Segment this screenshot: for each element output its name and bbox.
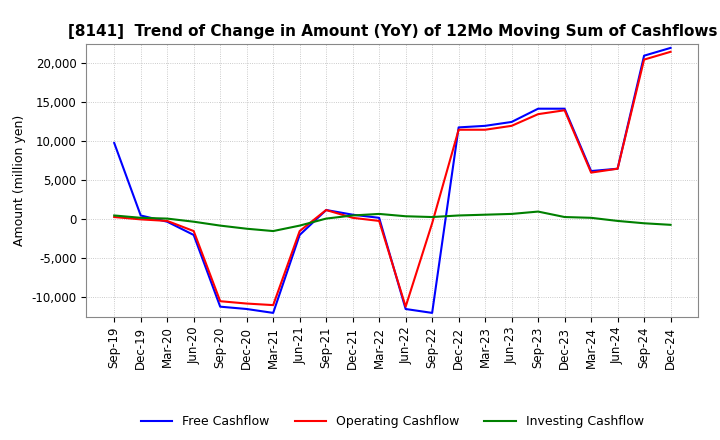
Free Cashflow <box>534 106 542 111</box>
Free Cashflow <box>136 213 145 218</box>
Operating Cashflow <box>348 215 357 220</box>
Investing Cashflow <box>348 213 357 218</box>
Investing Cashflow <box>375 211 384 216</box>
Investing Cashflow <box>295 223 304 228</box>
Free Cashflow <box>110 140 119 146</box>
Investing Cashflow <box>110 213 119 218</box>
Free Cashflow <box>401 306 410 312</box>
Free Cashflow <box>375 215 384 220</box>
Free Cashflow <box>243 306 251 312</box>
Investing Cashflow <box>666 222 675 227</box>
Investing Cashflow <box>481 212 490 217</box>
Investing Cashflow <box>243 226 251 231</box>
Operating Cashflow <box>163 218 171 224</box>
Line: Free Cashflow: Free Cashflow <box>114 48 670 313</box>
Investing Cashflow <box>428 214 436 220</box>
Investing Cashflow <box>508 211 516 216</box>
Operating Cashflow <box>322 207 330 213</box>
Free Cashflow <box>481 123 490 128</box>
Free Cashflow <box>322 207 330 213</box>
Investing Cashflow <box>560 214 569 220</box>
Free Cashflow <box>163 219 171 224</box>
Operating Cashflow <box>481 127 490 132</box>
Operating Cashflow <box>216 299 225 304</box>
Operating Cashflow <box>189 228 198 234</box>
Investing Cashflow <box>322 216 330 221</box>
Operating Cashflow <box>401 304 410 309</box>
Free Cashflow <box>666 45 675 51</box>
Investing Cashflow <box>534 209 542 214</box>
Operating Cashflow <box>454 127 463 132</box>
Operating Cashflow <box>560 108 569 113</box>
Investing Cashflow <box>587 215 595 220</box>
Operating Cashflow <box>508 123 516 128</box>
Free Cashflow <box>269 310 277 315</box>
Free Cashflow <box>640 53 649 59</box>
Free Cashflow <box>216 304 225 309</box>
Operating Cashflow <box>110 214 119 220</box>
Operating Cashflow <box>295 228 304 234</box>
Operating Cashflow <box>375 218 384 224</box>
Investing Cashflow <box>216 223 225 228</box>
Investing Cashflow <box>640 220 649 226</box>
Investing Cashflow <box>136 215 145 220</box>
Operating Cashflow <box>587 170 595 175</box>
Title: [8141]  Trend of Change in Amount (YoY) of 12Mo Moving Sum of Cashflows: [8141] Trend of Change in Amount (YoY) o… <box>68 24 717 39</box>
Investing Cashflow <box>269 228 277 234</box>
Free Cashflow <box>454 125 463 130</box>
Operating Cashflow <box>428 220 436 226</box>
Free Cashflow <box>348 212 357 217</box>
Free Cashflow <box>560 106 569 111</box>
Investing Cashflow <box>613 218 622 224</box>
Operating Cashflow <box>136 217 145 222</box>
Free Cashflow <box>295 232 304 238</box>
Y-axis label: Amount (million yen): Amount (million yen) <box>13 115 26 246</box>
Investing Cashflow <box>401 213 410 219</box>
Line: Operating Cashflow: Operating Cashflow <box>114 52 670 307</box>
Operating Cashflow <box>666 49 675 55</box>
Operating Cashflow <box>243 301 251 306</box>
Free Cashflow <box>587 169 595 174</box>
Free Cashflow <box>189 232 198 238</box>
Operating Cashflow <box>613 166 622 171</box>
Operating Cashflow <box>640 57 649 62</box>
Free Cashflow <box>508 119 516 125</box>
Free Cashflow <box>613 166 622 171</box>
Legend: Free Cashflow, Operating Cashflow, Investing Cashflow: Free Cashflow, Operating Cashflow, Inves… <box>136 411 649 433</box>
Free Cashflow <box>428 310 436 315</box>
Investing Cashflow <box>163 216 171 221</box>
Line: Investing Cashflow: Investing Cashflow <box>114 212 670 231</box>
Investing Cashflow <box>189 219 198 224</box>
Operating Cashflow <box>269 302 277 308</box>
Investing Cashflow <box>454 213 463 218</box>
Operating Cashflow <box>534 111 542 117</box>
